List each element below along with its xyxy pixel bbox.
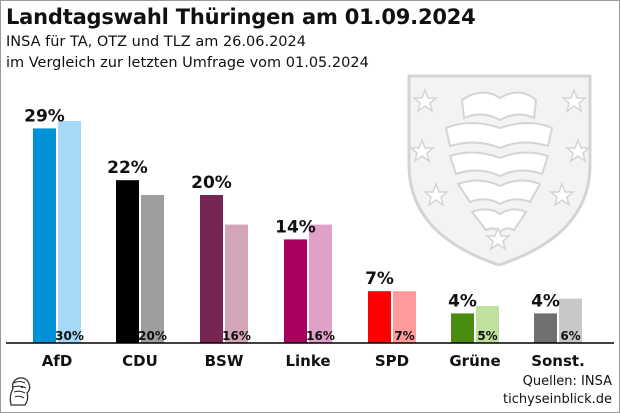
data-label-current-afd: 29%	[24, 106, 65, 126]
data-label-previous-bsw: 16%	[222, 329, 251, 343]
data-label-previous-cdu: 20%	[138, 329, 167, 343]
bar-current-afd	[33, 128, 56, 343]
bar-previous-bsw	[225, 224, 248, 343]
bar-current-spd	[368, 291, 391, 343]
site-name: tichyseinblick.de	[503, 392, 612, 407]
data-label-current-linke: 14%	[275, 217, 316, 237]
data-label-current-bsw: 20%	[191, 173, 232, 193]
bar-current-sonst	[534, 313, 557, 343]
chart-subtitle: INSA für TA, OTZ und TLZ am 26.06.2024	[6, 34, 306, 50]
bar-previous-cdu	[141, 195, 164, 343]
bar-previous-gr-ne	[476, 306, 499, 343]
bar-previous-sonst	[559, 298, 582, 343]
data-label-current-gr-ne: 4%	[448, 291, 477, 311]
category-label-cdu: CDU	[122, 352, 158, 370]
category-label-spd: SPD	[375, 352, 409, 370]
chart-title: Landtagswahl Thüringen am 01.09.2024	[6, 5, 476, 29]
tichys-einblick-logo-icon	[9, 377, 31, 406]
data-label-previous-spd: 7%	[394, 329, 414, 343]
bar-current-linke	[284, 239, 307, 343]
data-label-previous-linke: 16%	[306, 329, 335, 343]
data-label-current-spd: 7%	[365, 269, 394, 289]
category-label-gr-ne: Grüne	[449, 352, 500, 370]
chart-comparison-note: im Vergleich zur letzten Umfrage vom 01.…	[6, 55, 369, 71]
bar-current-bsw	[200, 195, 223, 343]
bar-current-gr-ne	[451, 313, 474, 343]
bar-current-cdu	[116, 180, 139, 343]
data-label-previous-sonst: 6%	[560, 329, 580, 343]
source-text: Quellen: INSA	[522, 374, 612, 389]
category-label-linke: Linke	[285, 352, 330, 370]
data-label-previous-afd: 30%	[55, 329, 84, 343]
data-label-current-cdu: 22%	[107, 158, 148, 178]
bar-previous-spd	[393, 291, 416, 343]
bar-previous-linke	[309, 224, 332, 343]
data-label-current-sonst: 4%	[531, 291, 560, 311]
thuringia-coat-of-arms-icon	[407, 74, 592, 267]
category-label-bsw: BSW	[205, 352, 244, 370]
data-label-previous-gr-ne: 5%	[477, 329, 497, 343]
category-label-afd: AfD	[42, 352, 73, 370]
category-label-sonst: Sonst.	[531, 352, 585, 370]
bar-previous-afd	[58, 121, 81, 343]
chart-sources: Quellen: INSA tichyseinblick.de	[503, 373, 612, 409]
